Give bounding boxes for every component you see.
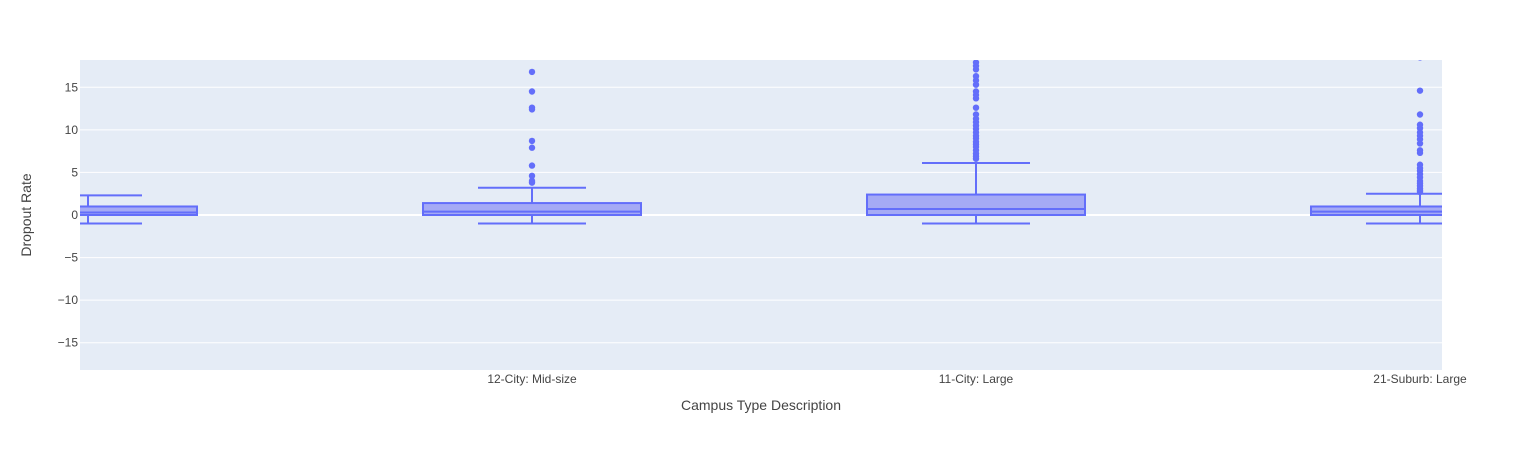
y-tick-label: 5 (71, 165, 78, 179)
outlier-point (528, 172, 536, 180)
outlier-point (972, 60, 980, 66)
y-tick-label: 0 (71, 208, 78, 222)
outlier-point (972, 104, 980, 111)
box-2 (866, 60, 1086, 225)
x-tick-label: 11-City: Large (939, 372, 1014, 386)
y-tick-label: −10 (58, 293, 79, 307)
outlier-point (528, 104, 536, 111)
x-tick-label: 21-Suburb: Large (1373, 372, 1467, 386)
outlier-point (972, 111, 980, 118)
outlier-point (1418, 60, 1422, 61)
box-series (80, 60, 1442, 225)
outlier-point (1416, 161, 1424, 168)
outlier-point (528, 144, 536, 151)
box-iqr (422, 202, 642, 216)
outlier-point (1416, 121, 1424, 128)
box-iqr (80, 205, 198, 217)
y-tick-label: 10 (65, 123, 79, 137)
x-axis-title: Campus Type Description (681, 397, 841, 413)
y-axis-title: Dropout Rate (18, 173, 34, 256)
outlier-point (528, 68, 536, 76)
outlier-point (1416, 111, 1424, 118)
outlier-point (528, 162, 536, 169)
outlier-point (528, 137, 536, 145)
grid-lines (80, 86, 1442, 344)
outlier-point (972, 88, 980, 95)
box-iqr (866, 193, 1086, 216)
outlier-point (528, 88, 536, 95)
box-1 (422, 68, 642, 225)
x-tick-labels: 12-City: Mid-size 11-City: Large 21-Suburb… (487, 372, 1467, 386)
outlier-point (528, 177, 536, 185)
x-tick-label: 12-City: Mid-size (487, 372, 577, 386)
outlier-point (1416, 147, 1424, 154)
y-tick-label: −15 (58, 336, 79, 350)
y-tick-labels: −15 −10 −5 0 5 10 15 (58, 80, 79, 349)
outlier-point (1416, 87, 1424, 94)
box-3 (1310, 60, 1442, 225)
y-tick-label: 15 (65, 80, 79, 94)
outlier-point (972, 72, 980, 80)
y-tick-label: −5 (64, 251, 78, 265)
box-0 (80, 194, 198, 225)
